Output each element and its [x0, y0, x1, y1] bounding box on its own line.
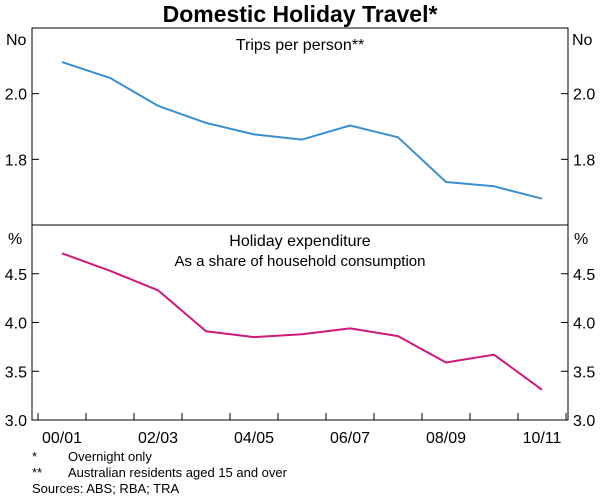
sources-note: Sources: ABS; RBA; TRA — [32, 481, 180, 496]
bottom-left-tick-label: 4.0 — [5, 316, 27, 333]
x-tick-label: 00/01 — [42, 430, 82, 447]
x-tick-label: 08/09 — [426, 430, 466, 447]
bottom-right-unit: % — [574, 231, 588, 248]
bottom-left-tick-label: 3.5 — [5, 364, 27, 381]
bottom-right-tick-label: 3.5 — [573, 364, 595, 381]
footnote-1-mark: * — [32, 449, 38, 464]
x-tick-label: 02/03 — [138, 430, 178, 447]
bottom-right-tick-label: 4.5 — [573, 267, 595, 284]
x-tick-label: 04/05 — [234, 430, 274, 447]
top-panel-frame — [31, 27, 569, 226]
footnotes: * Overnight only ** Australian residents a… — [32, 449, 287, 497]
top-right-tick-label: 2.0 — [573, 87, 595, 104]
bottom-left-tick-label: 3.0 — [5, 413, 27, 430]
footnote-1: * Overnight only — [32, 449, 287, 465]
top-left-unit: No — [6, 32, 27, 49]
footnote-2-mark: ** — [32, 465, 43, 480]
bottom-left-unit: % — [8, 231, 22, 248]
footnote-2: ** Australian residents aged 15 and over — [32, 465, 287, 481]
bottom-panel-subtitle: As a share of household consumption — [175, 253, 426, 270]
x-tick-label: 10/11 — [523, 430, 562, 447]
x-tick-label: 06/07 — [330, 430, 370, 447]
footnote-2-text: Australian residents aged 15 and over — [68, 465, 287, 480]
top-left-tick-label: 2.0 — [5, 87, 27, 104]
holiday-expenditure-line — [61, 252, 543, 391]
bottom-right-tick-label: 3.0 — [573, 413, 595, 430]
bottom-panel-title: Holiday expenditure — [229, 233, 371, 250]
bottom-left-tick-label: 4.5 — [5, 267, 27, 284]
footnote-1-text: Overnight only — [68, 449, 152, 464]
chart-title: Domestic Holiday Travel* — [163, 1, 438, 27]
top-left-tick-label: 1.8 — [5, 152, 27, 169]
top-right-tick-label: 1.8 — [573, 152, 595, 169]
trips-per-person-line — [61, 61, 543, 200]
top-panel-title: Trips per person** — [236, 37, 364, 54]
top-right-unit: No — [572, 32, 593, 49]
bottom-right-tick-label: 4.0 — [573, 316, 595, 333]
